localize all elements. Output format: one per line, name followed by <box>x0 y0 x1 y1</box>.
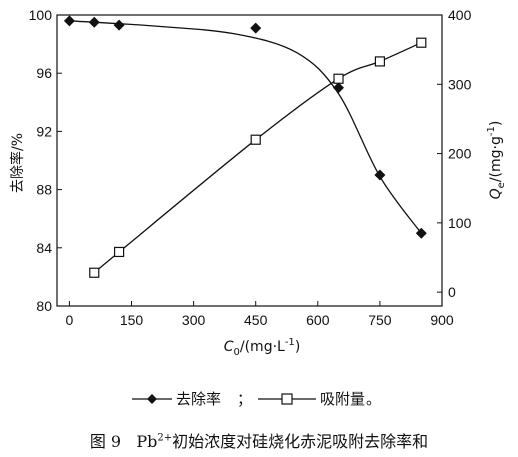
x-tick-label: 0 <box>66 312 74 328</box>
plot-frame <box>56 14 443 307</box>
legend: 去除率 ； 吸附量 。 <box>132 390 381 408</box>
adsorption-point <box>250 134 261 145</box>
y-right-tick-label: 200 <box>448 146 472 162</box>
removal-rate-point <box>88 16 100 28</box>
adsorption-point <box>89 267 100 278</box>
chart-axes <box>56 14 443 307</box>
caption-prefix: 图 9 <box>89 432 122 451</box>
caption-charge: 2+ <box>157 432 173 444</box>
removal-rate-point <box>374 169 386 181</box>
legend-label-removal: 去除率 <box>176 390 221 408</box>
removal-rate-point <box>113 19 125 31</box>
adsorption-point <box>374 56 386 67</box>
x-tick-label: 600 <box>306 312 330 328</box>
y-right-tick-label: 100 <box>448 215 472 231</box>
y-left-tick-label: 96 <box>36 65 52 81</box>
x-tick-label: 300 <box>182 312 206 328</box>
y-right-axis-title: Qe/(mg·g-1) <box>486 121 507 200</box>
caption-element: Pb <box>136 432 158 451</box>
figure-caption: 图 9 Pb2+初始浓度对硅烧化赤泥吸附去除率和 <box>0 428 518 452</box>
legend-label-adsorption: 吸附量 <box>320 390 365 408</box>
x-tick-label: 450 <box>244 312 268 328</box>
y-left-tick-label: 100 <box>29 7 53 23</box>
y-left-tick-label: 88 <box>36 182 52 198</box>
chart-series <box>63 15 427 278</box>
removal-rate-point <box>415 227 427 239</box>
removal-rate-line <box>69 20 422 234</box>
caption-text: 初始浓度对硅烧化赤泥吸附去除率和 <box>172 432 429 451</box>
adsorption-point <box>113 246 125 258</box>
legend-separator: ； <box>237 390 252 408</box>
y-right-tick-label: 0 <box>448 284 456 300</box>
y-left-tick-label: 92 <box>36 123 52 139</box>
legend-end: 。 <box>366 390 381 408</box>
adsorption-point <box>333 73 344 84</box>
x-tick-label: 900 <box>430 312 454 328</box>
y-right-tick-label: 400 <box>448 7 472 23</box>
y-left-tick-label: 80 <box>36 298 52 314</box>
y-left-axis-title: 去除率/% <box>9 133 26 193</box>
legend-square-marker <box>281 393 293 405</box>
adsorption-point <box>416 37 427 48</box>
chart-ticks: 0 150 300 450 600 750 900 80 84 88 92 96 100 0 100 200 3… <box>29 7 472 328</box>
removal-rate-point <box>250 22 262 34</box>
x-axis-title: C0/(mg·L-1) <box>224 337 301 358</box>
x-tick-label: 750 <box>368 312 392 328</box>
x-tick-label: 150 <box>120 312 144 328</box>
adsorption-line <box>93 42 422 274</box>
removal-rate-point <box>333 82 345 94</box>
y-left-tick-label: 84 <box>36 240 52 256</box>
y-right-tick-label: 300 <box>448 76 472 92</box>
removal-rate-point <box>63 15 75 27</box>
legend-diamond-marker <box>147 394 157 404</box>
